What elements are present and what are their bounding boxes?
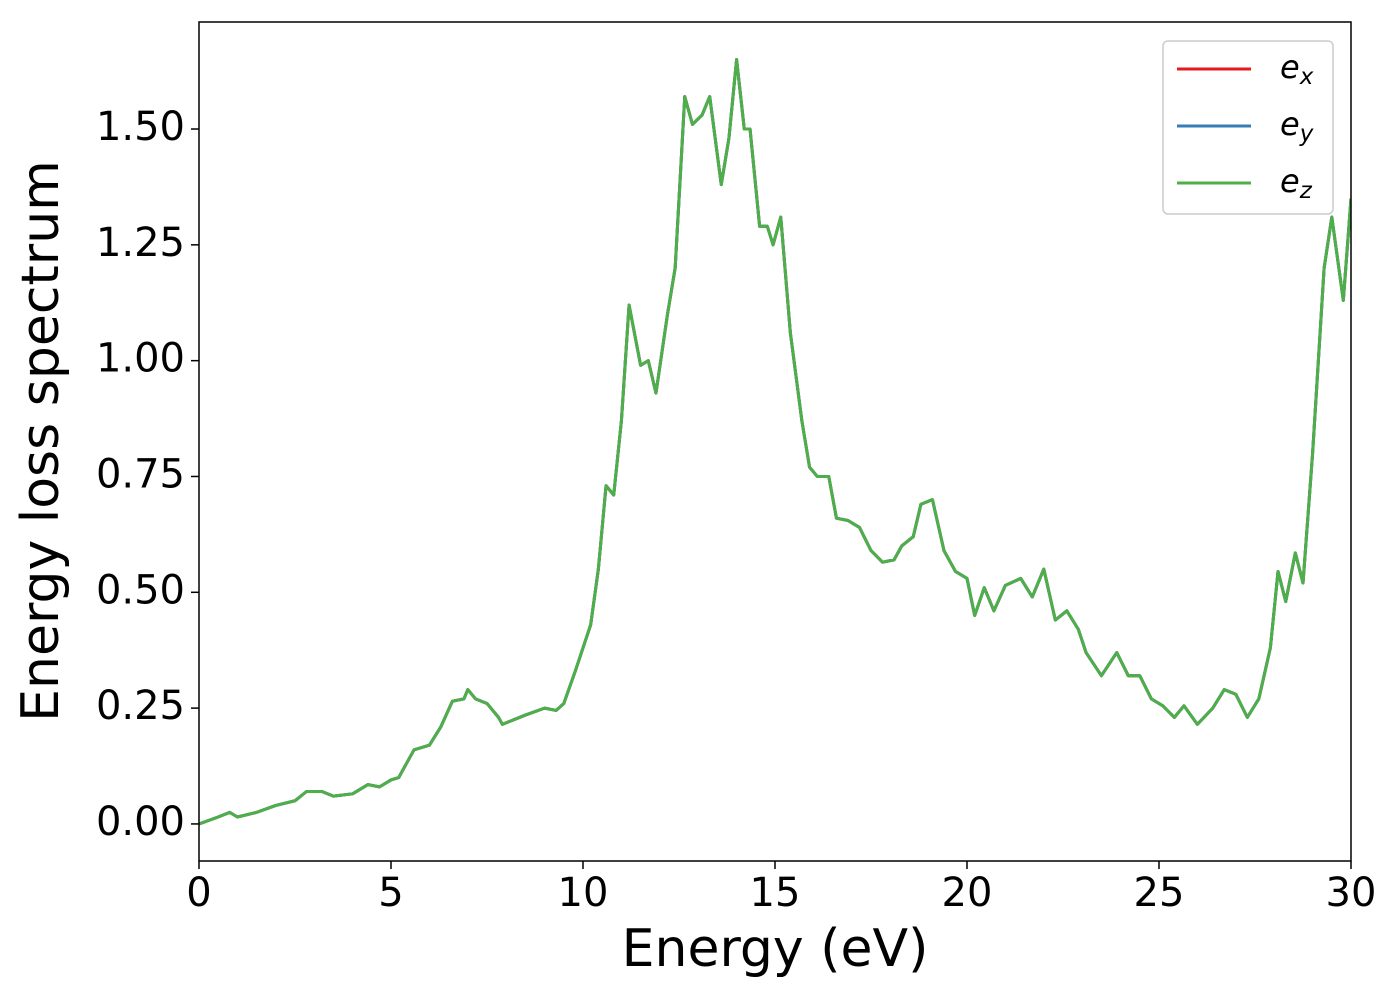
y-tick-label: 0.25 (96, 683, 185, 729)
x-tick-label: 10 (558, 870, 609, 916)
x-tick-label: 15 (750, 870, 801, 916)
x-axis-label: Energy (eV) (622, 919, 929, 979)
x-tick-label: 0 (186, 870, 211, 916)
x-tick-label: 25 (1134, 870, 1185, 916)
x-tick-label: 5 (378, 870, 403, 916)
y-tick-label: 1.00 (96, 336, 185, 382)
legend-label: ex (1280, 48, 1314, 90)
y-tick-label: 0.00 (96, 799, 185, 845)
x-tick-label: 20 (942, 870, 993, 916)
y-tick-label: 1.50 (96, 104, 185, 150)
y-tick-label: 0.75 (96, 451, 185, 497)
plot-frame (198, 21, 1352, 862)
series-line (199, 58, 1351, 826)
y-tick-label: 1.25 (96, 220, 185, 266)
legend-label: ez (1280, 162, 1313, 204)
legend-label: ey (1280, 105, 1314, 147)
x-tick-label: 30 (1326, 870, 1377, 916)
y-axis-label: Energy loss spectrum (11, 160, 71, 722)
y-tick-label: 0.50 (96, 567, 185, 613)
